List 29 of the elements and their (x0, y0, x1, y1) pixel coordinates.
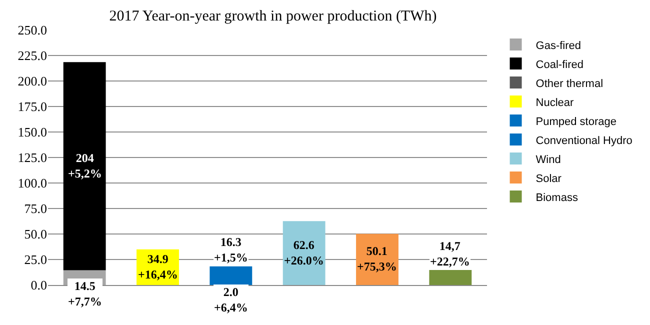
y-tick-label: 175.0 (18, 99, 47, 114)
legend-label: Nuclear (536, 96, 574, 109)
legend-label: Pumped storage (536, 116, 616, 128)
y-tick-label: 75.0 (24, 201, 47, 216)
data-label: 50.1 +75,3% (357, 244, 397, 274)
y-tick-label: 150.0 (18, 124, 47, 140)
y-tick-label: 0.0 (30, 278, 47, 293)
y-tick-label: 50.0 (24, 226, 47, 242)
y-tick-label: 125.0 (18, 150, 47, 166)
y-tick-label: 25.0 (24, 252, 47, 268)
legend-label: Solar (536, 172, 562, 185)
legend-label: Biomass (536, 192, 578, 204)
chart-title: 2017 Year-on-year growth in power production (TWh) (109, 8, 437, 24)
legend-label: Wind (536, 154, 561, 166)
y-tick-label: 225.0 (18, 48, 47, 64)
legend-label: Gas-fired (536, 40, 582, 52)
data-label: 204 +5,2% (68, 151, 102, 181)
data-label: 16.3 +1,5% (214, 235, 248, 265)
data-label: 34.9 +16,4% (138, 252, 178, 282)
data-label: 62.6 +26.0% (284, 238, 324, 268)
y-tick-label: 200.0 (18, 74, 47, 89)
data-label: 14.5 +7,7% (68, 279, 102, 309)
data-label: 2.0 +6,4% (214, 285, 248, 315)
y-tick-label: 250.0 (18, 22, 47, 38)
y-tick-label: 100.0 (18, 176, 47, 191)
legend-label: Other thermal (536, 78, 604, 90)
legend-label: Conventional Hydro (536, 134, 632, 147)
data-label: 14,7 +22,7% (430, 239, 470, 269)
legend-label: Coal-fired (536, 58, 584, 71)
